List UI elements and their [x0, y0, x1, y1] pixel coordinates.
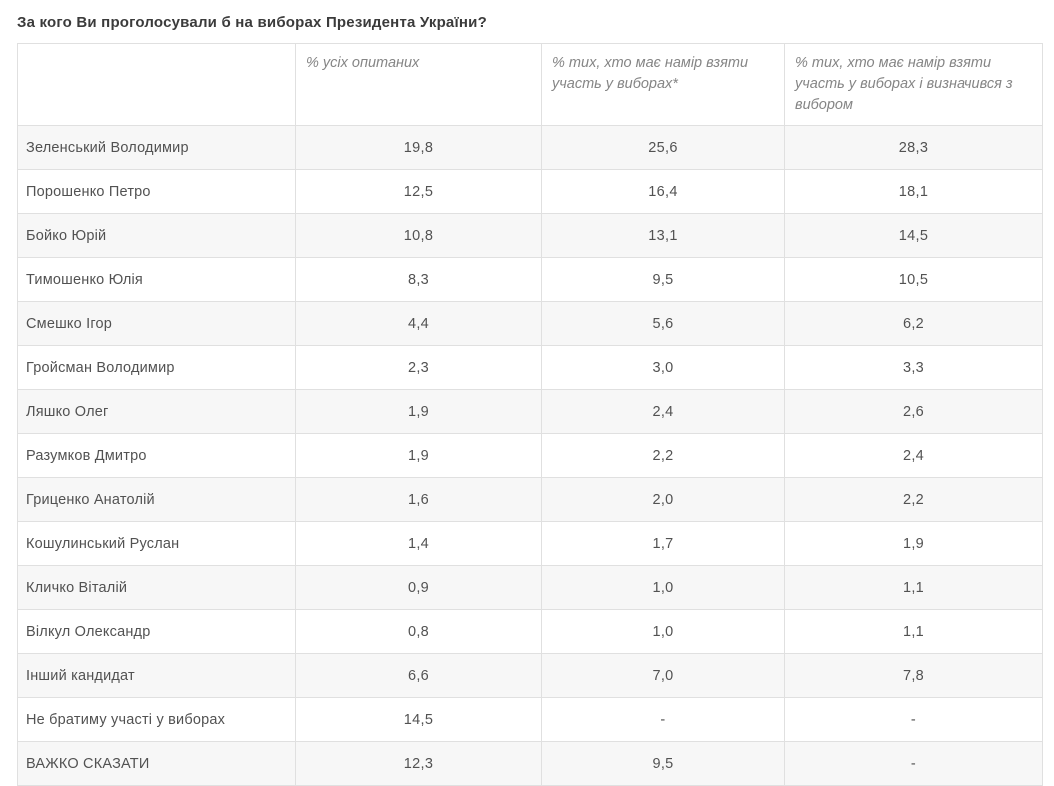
- table-row: Разумков Дмитро 1,9 2,2 2,4: [17, 433, 1043, 479]
- value-cell: 2,3: [295, 345, 542, 391]
- value-cell: 10,8: [295, 213, 542, 259]
- candidate-name-cell: Інший кандидат: [17, 653, 296, 699]
- value-cell: 16,4: [541, 169, 785, 215]
- candidate-name-cell: Не братиму участі у виборах: [17, 697, 296, 743]
- table-row: Гройсман Володимир 2,3 3,0 3,3: [17, 345, 1043, 391]
- table-row: Кличко Віталій 0,9 1,0 1,1: [17, 565, 1043, 611]
- value-cell: 18,1: [784, 169, 1043, 215]
- value-cell: 14,5: [295, 697, 542, 743]
- value-cell: 6,2: [784, 301, 1043, 347]
- column-header-intend-and-decided: % тих, хто має намір взяти участь у вибо…: [784, 42, 1043, 127]
- candidate-name-cell: Кличко Віталій: [17, 565, 296, 611]
- value-cell: 3,3: [784, 345, 1043, 391]
- table-row: Ляшко Олег 1,9 2,4 2,6: [17, 389, 1043, 435]
- page-title: За кого Ви проголосували б на виборах Пр…: [17, 14, 487, 31]
- value-cell: 6,6: [295, 653, 542, 699]
- value-cell: 1,0: [541, 609, 785, 655]
- value-cell: 9,5: [541, 741, 785, 786]
- candidate-name-cell: Бойко Юрій: [17, 213, 296, 259]
- candidate-name-cell: Порошенко Петро: [17, 169, 296, 215]
- value-cell: 4,4: [295, 301, 542, 347]
- value-cell: 1,9: [295, 433, 542, 479]
- value-cell: 2,0: [541, 477, 785, 523]
- value-cell: -: [784, 697, 1043, 743]
- table-row: Бойко Юрій 10,8 13,1 14,5: [17, 213, 1043, 259]
- candidate-name-cell: Разумков Дмитро: [17, 433, 296, 479]
- candidate-name-cell: Гриценко Анатолій: [17, 477, 296, 523]
- column-header-candidate: [17, 42, 296, 127]
- value-cell: 1,0: [541, 565, 785, 611]
- value-cell: 14,5: [784, 213, 1043, 259]
- value-cell: 1,1: [784, 609, 1043, 655]
- table-row: Зеленський Володимир 19,8 25,6 28,3: [17, 125, 1043, 171]
- value-cell: 1,7: [541, 521, 785, 567]
- value-cell: 2,4: [541, 389, 785, 435]
- value-cell: 3,0: [541, 345, 785, 391]
- value-cell: 1,6: [295, 477, 542, 523]
- value-cell: 7,8: [784, 653, 1043, 699]
- value-cell: 28,3: [784, 125, 1043, 171]
- value-cell: -: [784, 741, 1043, 786]
- value-cell: 0,9: [295, 565, 542, 611]
- candidate-name-cell: Смешко Ігор: [17, 301, 296, 347]
- column-header-intend-to-vote: % тих, хто має намір взяти участь у вибо…: [541, 42, 785, 127]
- value-cell: 2,4: [784, 433, 1043, 479]
- value-cell: 12,3: [295, 741, 542, 786]
- candidate-name-cell: Кошулинський Руслан: [17, 521, 296, 567]
- table-row: Кошулинський Руслан 1,4 1,7 1,9: [17, 521, 1043, 567]
- value-cell: -: [541, 697, 785, 743]
- poll-results-table: % усіх опитаних % тих, хто має намір взя…: [17, 42, 1043, 786]
- table-row: Не братиму участі у виборах 14,5- -: [17, 697, 1043, 743]
- value-cell: 25,6: [541, 125, 785, 171]
- value-cell: 2,6: [784, 389, 1043, 435]
- value-cell: 8,3: [295, 257, 542, 303]
- candidate-name-cell: ВАЖКО СКАЗАТИ: [17, 741, 296, 786]
- candidate-name-cell: Вілкул Олександр: [17, 609, 296, 655]
- table-row: Порошенко Петро 12,5 16,4 18,1: [17, 169, 1043, 215]
- value-cell: 9,5: [541, 257, 785, 303]
- candidate-name-cell: Гройсман Володимир: [17, 345, 296, 391]
- value-cell: 2,2: [784, 477, 1043, 523]
- table-body: Зеленський Володимир 19,8 25,6 28,3 Порошенк…: [17, 125, 1043, 786]
- table-row: Тимошенко Юлія 8,3 9,5 10,5: [17, 257, 1043, 303]
- value-cell: 13,1: [541, 213, 785, 259]
- table-row: Смешко Ігор 4,4 5,6 6,2: [17, 301, 1043, 347]
- table-row: Вілкул Олександр 0,8 1,0 1,1: [17, 609, 1043, 655]
- candidate-name-cell: Зеленський Володимир: [17, 125, 296, 171]
- value-cell: 0,8: [295, 609, 542, 655]
- value-cell: 2,2: [541, 433, 785, 479]
- value-cell: 1,9: [784, 521, 1043, 567]
- candidate-name-cell: Тимошенко Юлія: [17, 257, 296, 303]
- value-cell: 7,0: [541, 653, 785, 699]
- value-cell: 10,5: [784, 257, 1043, 303]
- table-header-row: % усіх опитаних % тих, хто має намір взя…: [17, 42, 1043, 127]
- value-cell: 12,5: [295, 169, 542, 215]
- value-cell: 1,9: [295, 389, 542, 435]
- column-header-all-respondents: % усіх опитаних: [295, 42, 542, 127]
- value-cell: 1,1: [784, 565, 1043, 611]
- table-row: ВАЖКО СКАЗАТИ 12,3 9,5-: [17, 741, 1043, 786]
- table-row: Гриценко Анатолій 1,6 2,0 2,2: [17, 477, 1043, 523]
- candidate-name-cell: Ляшко Олег: [17, 389, 296, 435]
- value-cell: 5,6: [541, 301, 785, 347]
- value-cell: 19,8: [295, 125, 542, 171]
- value-cell: 1,4: [295, 521, 542, 567]
- table-row: Інший кандидат 6,6 7,0 7,8: [17, 653, 1043, 699]
